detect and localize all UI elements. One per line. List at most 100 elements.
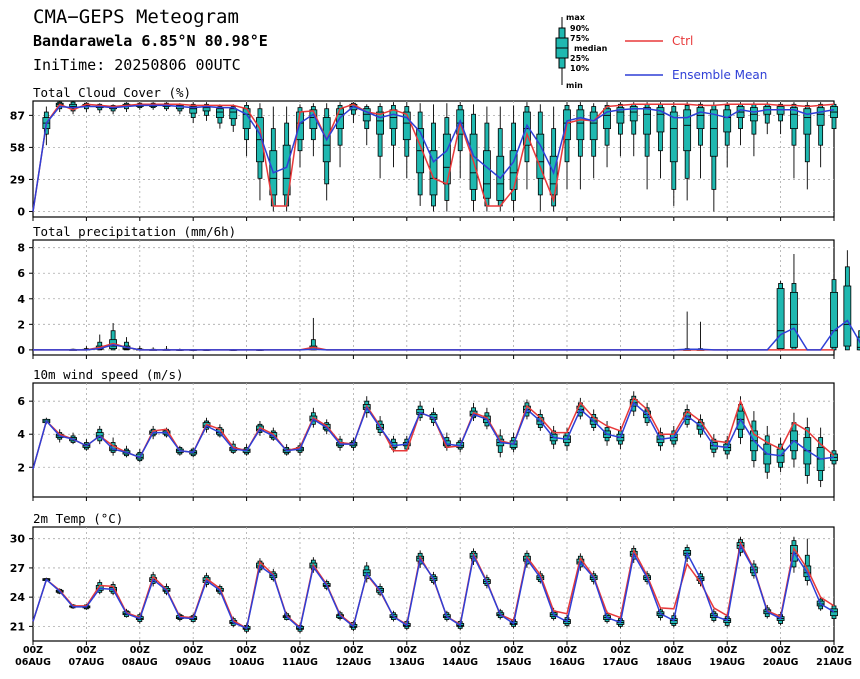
series-mean-line <box>33 319 860 351</box>
x-tick-label-time: 00Z <box>183 645 203 656</box>
box-inner <box>389 109 398 130</box>
x-tick-label-time: 00Z <box>717 645 737 656</box>
box-inner <box>536 133 545 179</box>
y-tick-label: 4 <box>17 428 25 441</box>
init-time-label: IniTime: 20250806 00UTC <box>33 56 241 74</box>
series-mean-line <box>32 401 835 470</box>
panel-temperature: 2m Temp (°C) 21 24 27 30 <box>10 511 838 645</box>
legend-key-label: min <box>566 81 583 90</box>
x-tick-label-date: 06AUG <box>15 657 51 668</box>
x-tick-label-date: 19AUG <box>709 657 745 668</box>
box-plot <box>603 102 611 168</box>
box-inner <box>656 107 665 133</box>
legend-key-label: max <box>566 13 586 22</box>
box-plot <box>442 103 451 212</box>
x-tick-label-date: 10AUG <box>229 657 265 668</box>
legend-key-label: 10% <box>570 64 589 73</box>
box-plot <box>696 321 705 351</box>
box-plot <box>843 250 852 351</box>
box-inner <box>856 336 860 351</box>
y-tick-label: 30 <box>10 533 26 546</box>
legend-ctrl-label: Ctrl <box>672 34 693 48</box>
box-plot <box>215 104 224 129</box>
box-inner <box>709 109 718 157</box>
box-plot <box>776 102 785 135</box>
box-plot <box>242 102 251 157</box>
box-plot <box>736 102 745 146</box>
box-inner <box>603 108 611 130</box>
legend-key-label: 75% <box>570 34 589 43</box>
x-tick-label-date: 13AUG <box>389 657 425 668</box>
box-inner <box>843 285 852 347</box>
x-tick-label-time: 00Z <box>23 645 43 656</box>
legend-mean-label: Ensemble Mean <box>672 68 767 82</box>
box-inner <box>803 108 812 135</box>
x-tick-label-time: 00Z <box>824 645 844 656</box>
box-plot <box>376 103 385 179</box>
box-plot <box>669 102 678 206</box>
box-plot <box>229 104 238 132</box>
box-plot <box>763 102 772 135</box>
box-inner <box>669 111 678 163</box>
y-tick-label: 0 <box>17 205 25 218</box>
x-tick-label-date: 16AUG <box>549 657 585 668</box>
series-ctrl-line <box>32 103 835 212</box>
page-title: CMA−GEPS Meteogram <box>33 6 239 28</box>
x-tick-label-date: 18AUG <box>656 657 692 668</box>
box-plot <box>362 562 371 583</box>
x-tick-label-time: 00Z <box>664 645 684 656</box>
box-inner <box>696 107 705 130</box>
box-plot <box>776 280 785 351</box>
box-plot <box>830 102 838 146</box>
box-inner <box>629 106 638 122</box>
y-tick-label: 0 <box>17 344 25 357</box>
x-tick-label-time: 00Z <box>290 645 310 656</box>
location-label: Bandarawela 6.85°N 80.98°E <box>33 32 268 50</box>
y-tick-label: 58 <box>10 141 25 154</box>
box-plot <box>750 102 758 157</box>
box-inner <box>616 107 625 124</box>
box-inner <box>282 144 291 196</box>
x-tick-label-time: 00Z <box>450 645 470 656</box>
box-plot <box>416 103 425 206</box>
box-inner <box>790 291 798 348</box>
panel-title: Total Cloud Cover (%) <box>33 85 191 100</box>
box-inner <box>229 108 238 120</box>
panel-title: 2m Temp (°C) <box>33 511 123 526</box>
y-tick-label: 2 <box>17 461 25 474</box>
box-plot <box>416 401 425 421</box>
box-plot <box>69 101 77 115</box>
box-plot <box>456 102 465 179</box>
box-inner <box>830 608 838 617</box>
box-inner <box>576 109 585 141</box>
x-tick-label-date: 07AUG <box>69 657 105 668</box>
legend-key-label: 90% <box>570 24 589 33</box>
x-tick-label-time: 00Z <box>76 645 96 656</box>
x-tick-label-time: 00Z <box>343 645 363 656</box>
panel-frame <box>32 239 835 356</box>
panel-frame <box>32 526 835 642</box>
box-inner <box>429 150 438 196</box>
box-inner <box>790 107 798 130</box>
box-inner <box>776 288 785 350</box>
y-tick-label: 27 <box>10 562 25 575</box>
box-plot <box>496 106 505 212</box>
box-plot <box>709 102 718 212</box>
y-tick-label: 2 <box>17 318 25 331</box>
box-inner <box>362 108 371 122</box>
panel-frame <box>32 382 835 498</box>
box-plot <box>696 102 705 179</box>
x-tick-label-date: 11AUG <box>282 657 318 668</box>
box-inner <box>723 109 732 133</box>
panel-frame <box>32 100 835 218</box>
panel-cloud-cover: Total Cloud Cover (%) 0 29 58 87 <box>10 85 838 221</box>
box-inner <box>442 133 451 185</box>
y-tick-label: 87 <box>10 109 25 122</box>
box-inner <box>402 111 411 141</box>
x-tick-label-time: 00Z <box>504 645 524 656</box>
box-plot <box>389 102 398 168</box>
box-plot <box>309 317 318 351</box>
box-plot <box>803 102 812 190</box>
x-tick-label-time: 00Z <box>130 645 150 656</box>
